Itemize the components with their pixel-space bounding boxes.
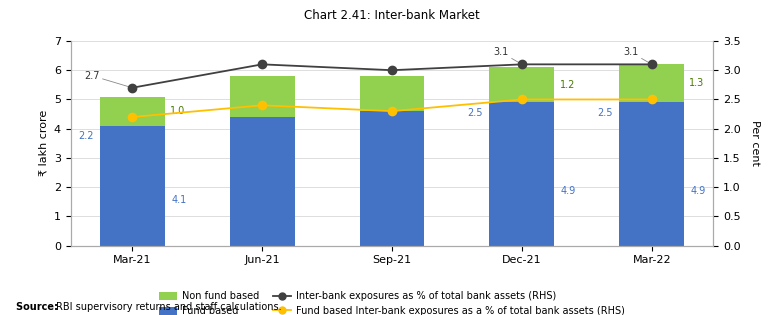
- Bar: [619, 102, 684, 246]
- Bar: [360, 76, 424, 111]
- Text: 4.9: 4.9: [561, 186, 576, 196]
- Text: 3.1: 3.1: [494, 47, 522, 64]
- Text: Chart 2.41: Inter-bank Market: Chart 2.41: Inter-bank Market: [304, 9, 480, 22]
- Y-axis label: Per cent: Per cent: [750, 120, 760, 166]
- Bar: [489, 102, 554, 246]
- Legend: Non fund based, Fund based, Inter-bank exposures as % of total bank assets (RHS): Non fund based, Fund based, Inter-bank e…: [155, 287, 629, 315]
- Text: 4.1: 4.1: [171, 195, 187, 205]
- Text: RBI supervisory returns and staff calculations.: RBI supervisory returns and staff calcul…: [56, 302, 282, 312]
- Text: 3.1: 3.1: [623, 47, 652, 64]
- Bar: [489, 67, 554, 102]
- Bar: [230, 76, 295, 117]
- Bar: [619, 64, 684, 102]
- Text: 1.2: 1.2: [560, 80, 575, 90]
- Y-axis label: ₹ lakh crore: ₹ lakh crore: [38, 110, 48, 176]
- Text: 2.7: 2.7: [85, 71, 132, 88]
- Text: 2.2: 2.2: [78, 131, 93, 141]
- Bar: [100, 126, 165, 246]
- Text: 1.3: 1.3: [689, 78, 705, 89]
- Text: 2.5: 2.5: [597, 108, 613, 117]
- Bar: [230, 117, 295, 246]
- Text: 2.5: 2.5: [467, 108, 483, 117]
- Bar: [100, 96, 165, 126]
- Text: 4.9: 4.9: [691, 186, 706, 196]
- Bar: [360, 111, 424, 246]
- Text: 1.0: 1.0: [170, 106, 185, 116]
- Text: Source:: Source:: [16, 302, 61, 312]
